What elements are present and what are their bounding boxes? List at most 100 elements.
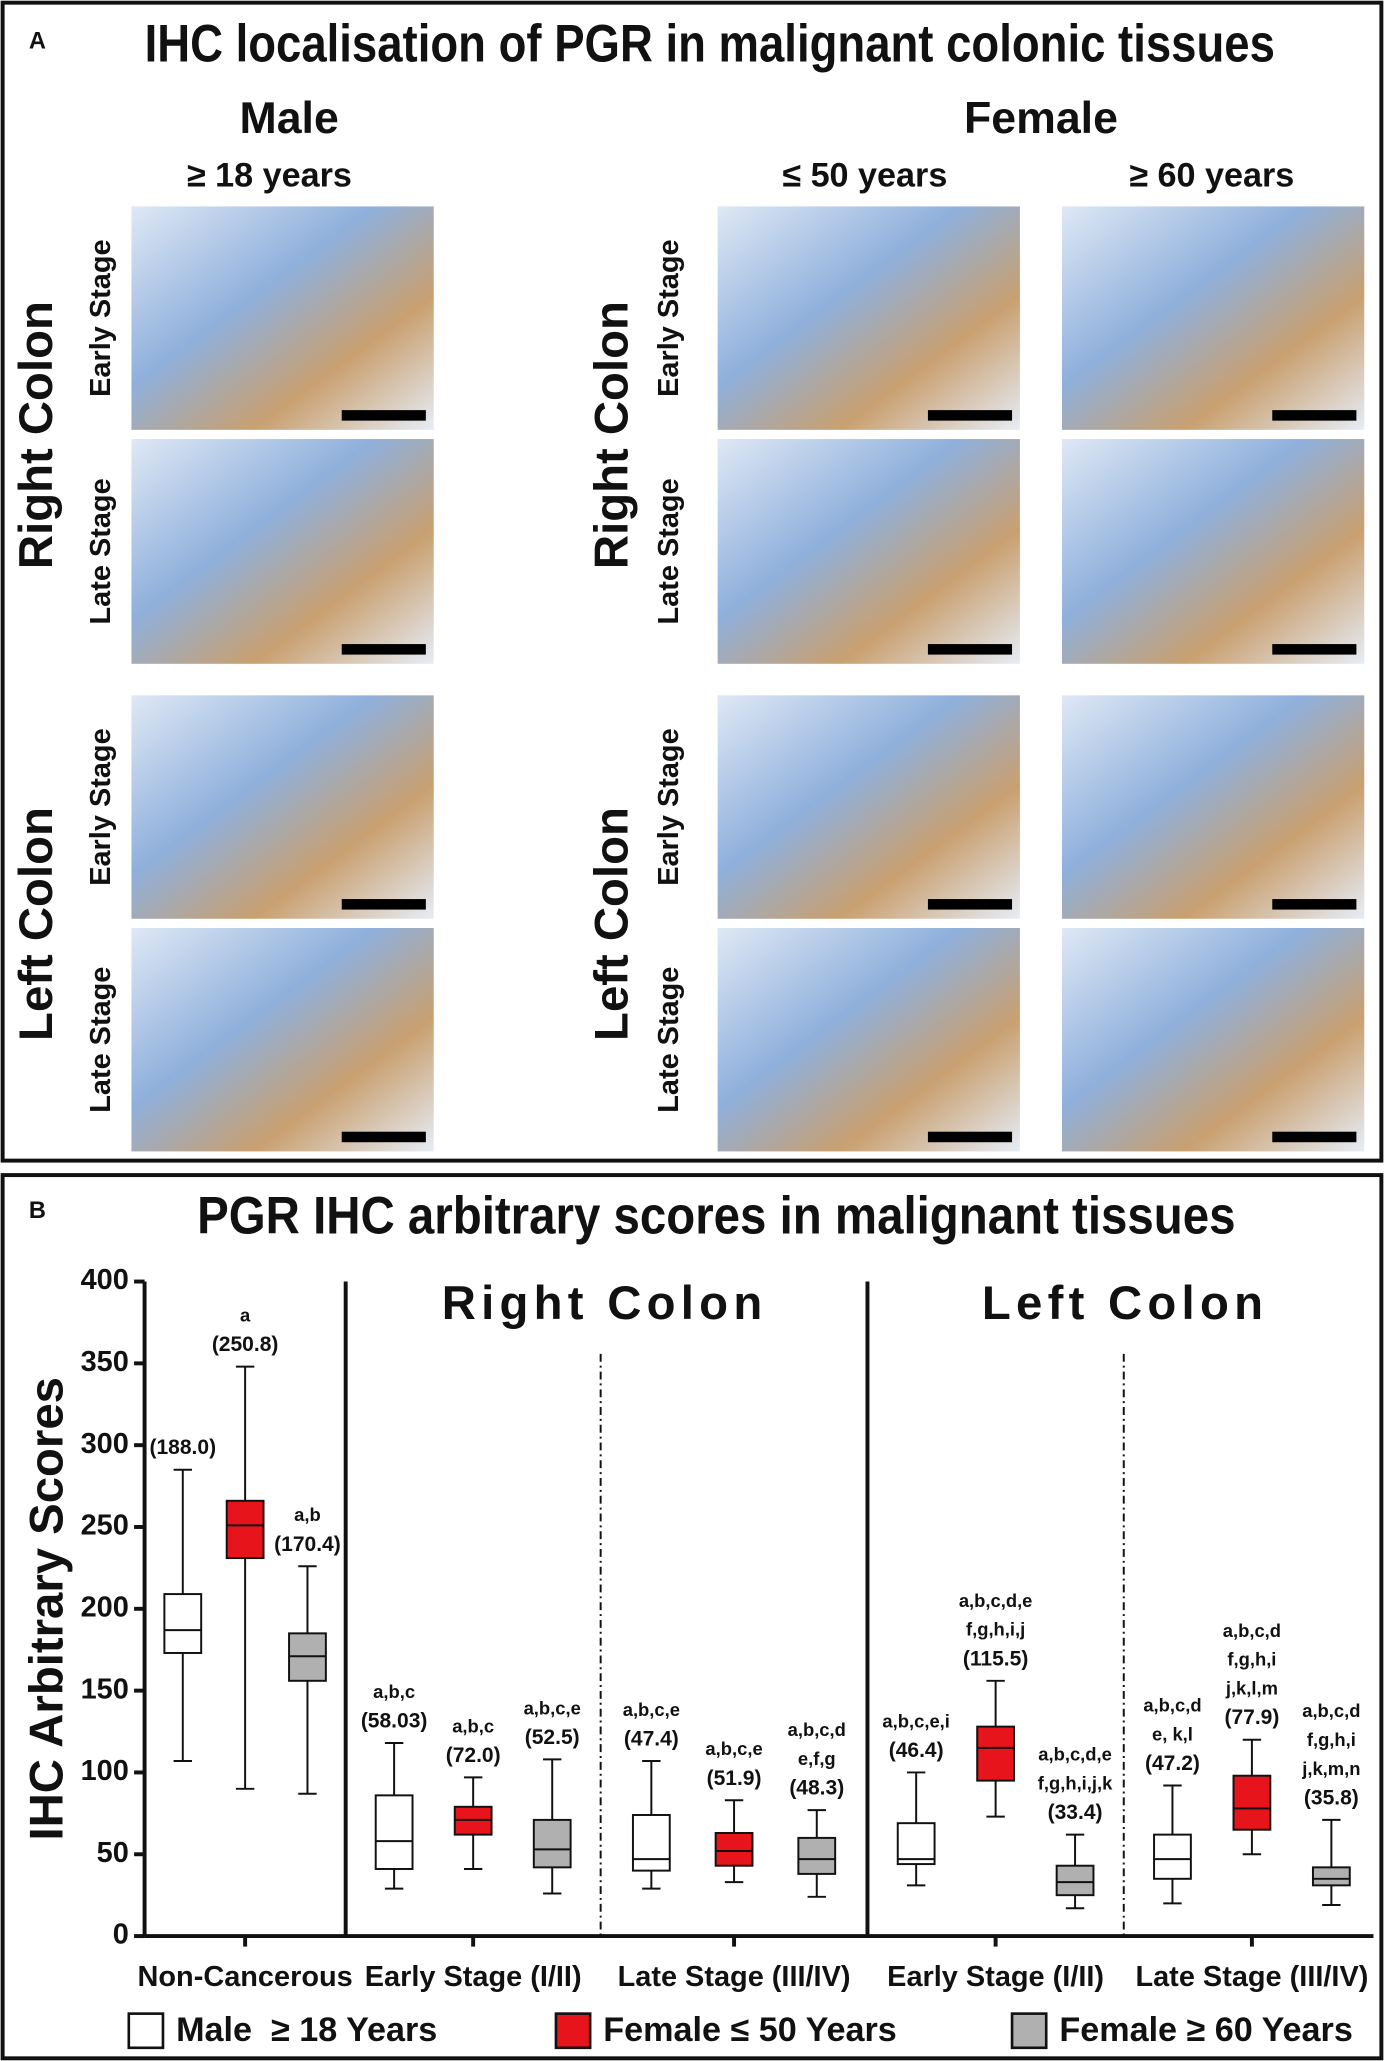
scale-bar bbox=[341, 410, 426, 421]
box-annotation: (115.5) bbox=[963, 1647, 1028, 1670]
box-annotation: f,g,h,i bbox=[1307, 1729, 1356, 1750]
box bbox=[532, 1818, 572, 1869]
y-tick-label: 50 bbox=[97, 1837, 129, 1869]
box-annotation: (33.4) bbox=[1048, 1801, 1103, 1824]
micrograph bbox=[131, 695, 434, 919]
box-annotation: a,b,c bbox=[452, 1715, 494, 1736]
box-annotation: a,b,c,d,e bbox=[1038, 1744, 1112, 1765]
age-label: ≥ 60 years bbox=[1129, 157, 1294, 195]
box-annotation: f,g,h,i,j bbox=[966, 1619, 1025, 1640]
sex-label: Female bbox=[964, 94, 1118, 143]
box-annotation: (170.4) bbox=[274, 1533, 341, 1556]
box-annotation: a bbox=[240, 1305, 251, 1326]
box-annotation: (72.0) bbox=[446, 1744, 501, 1767]
micrograph bbox=[1061, 927, 1365, 1152]
box-annotation: e, k,l bbox=[1152, 1723, 1193, 1744]
x-tick-label: Early Stage (I/II) bbox=[887, 1961, 1104, 1993]
box bbox=[1311, 1866, 1351, 1887]
box-annotation: (48.3) bbox=[789, 1777, 844, 1800]
box-annotation: a,b,c,e bbox=[524, 1697, 581, 1718]
chart-title: PGR IHC arbitrary scores in malignant ti… bbox=[197, 1187, 1235, 1246]
box-annotation: (58.03) bbox=[361, 1710, 428, 1733]
box-annotation: (52.5) bbox=[525, 1726, 580, 1749]
box bbox=[225, 1499, 265, 1560]
box-annotation: j,k,l,m bbox=[1225, 1678, 1278, 1699]
box-annotation: (46.4) bbox=[889, 1739, 944, 1762]
scale-bar bbox=[341, 1131, 426, 1143]
box-annotation: (47.4) bbox=[624, 1728, 679, 1751]
micrograph bbox=[717, 206, 1020, 430]
box-annotation: a,b,c,e,i bbox=[882, 1710, 949, 1731]
legend-label: Female ≥ 60 Years bbox=[1059, 2011, 1352, 2049]
box bbox=[797, 1836, 837, 1875]
stage-label: Late Stage bbox=[653, 967, 685, 1113]
legend-swatch bbox=[554, 2012, 592, 2050]
y-axis-label: IHC Arbitrary Scores bbox=[20, 1377, 73, 1841]
scale-bar bbox=[1272, 410, 1357, 421]
x-tick-label: Late Stage (III/IV) bbox=[618, 1961, 851, 1993]
scale-bar bbox=[927, 644, 1013, 655]
legend-swatch bbox=[127, 2012, 165, 2050]
box-annotation: a,b,c bbox=[373, 1681, 415, 1702]
micrograph bbox=[131, 439, 434, 664]
panel-a-border bbox=[0, 0, 1384, 1163]
y-tick-label: 0 bbox=[113, 1919, 129, 1951]
box bbox=[374, 1794, 414, 1870]
scale-bar bbox=[1272, 899, 1357, 910]
micrograph bbox=[131, 206, 434, 430]
box-annotation: e,f,g bbox=[798, 1748, 836, 1769]
region-label: Right Colon bbox=[10, 301, 63, 569]
box bbox=[631, 1814, 671, 1872]
box-annotation: (51.9) bbox=[707, 1767, 762, 1790]
scale-bar bbox=[341, 644, 426, 655]
legend-label: Male ≥ 18 Years bbox=[176, 2011, 437, 2049]
stage-label: Early Stage bbox=[653, 239, 685, 396]
box-annotation: j,k,m,n bbox=[1301, 1758, 1360, 1779]
scale-bar bbox=[927, 1131, 1013, 1143]
y-tick-label: 300 bbox=[81, 1428, 129, 1460]
box-annotation: a,b,c,e bbox=[705, 1738, 762, 1759]
box-annotation: a,b,c,d bbox=[788, 1719, 846, 1740]
micrograph bbox=[131, 927, 434, 1152]
region-label: Left Colon bbox=[586, 807, 639, 1041]
micrograph bbox=[717, 695, 1020, 919]
box-annotation: f,g,h,i,j,k bbox=[1038, 1773, 1113, 1794]
scale-bar bbox=[341, 899, 426, 910]
panel-label: A bbox=[29, 28, 46, 54]
micrograph bbox=[1061, 206, 1365, 430]
micrograph bbox=[1061, 695, 1365, 919]
box-annotation: a,b,c,d,e bbox=[959, 1590, 1033, 1611]
box-annotation: f,g,h,i bbox=[1227, 1649, 1276, 1670]
stage-label: Early Stage bbox=[85, 239, 117, 396]
micrograph bbox=[1061, 439, 1365, 664]
age-label: ≥ 18 years bbox=[187, 157, 352, 195]
stage-label: Early Stage bbox=[85, 728, 117, 885]
box-annotation: a,b bbox=[294, 1504, 321, 1525]
box bbox=[1055, 1864, 1095, 1897]
region-label: Left Colon bbox=[10, 807, 63, 1041]
scale-bar bbox=[1272, 644, 1357, 655]
legend-label: Female ≤ 50 Years bbox=[603, 2011, 896, 2049]
box-annotation: a,b,c,d bbox=[1302, 1700, 1360, 1721]
scale-bar bbox=[1272, 1131, 1357, 1143]
y-tick-label: 100 bbox=[81, 1755, 129, 1787]
x-tick-label: Late Stage (III/IV) bbox=[1135, 1961, 1368, 1993]
box bbox=[896, 1822, 936, 1866]
y-tick-label: 350 bbox=[81, 1346, 129, 1378]
micrograph bbox=[717, 439, 1020, 664]
box-annotation: (77.9) bbox=[1224, 1706, 1279, 1729]
box-annotation: (250.8) bbox=[212, 1333, 279, 1356]
stage-label: Late Stage bbox=[653, 478, 685, 624]
x-tick-label: Non-Cancerous bbox=[138, 1961, 353, 1993]
panel-b-border bbox=[0, 1173, 1384, 2061]
box bbox=[976, 1725, 1015, 1782]
panel-title: IHC localisation of PGR in malignant col… bbox=[145, 14, 1275, 73]
scale-bar bbox=[927, 899, 1013, 910]
box-annotation: a,b,c,d bbox=[1223, 1620, 1281, 1641]
box bbox=[1153, 1833, 1192, 1880]
box-annotation: (35.8) bbox=[1304, 1786, 1359, 1809]
box-annotation: a,b,c,d bbox=[1143, 1695, 1201, 1716]
age-label: ≤ 50 years bbox=[782, 157, 947, 195]
